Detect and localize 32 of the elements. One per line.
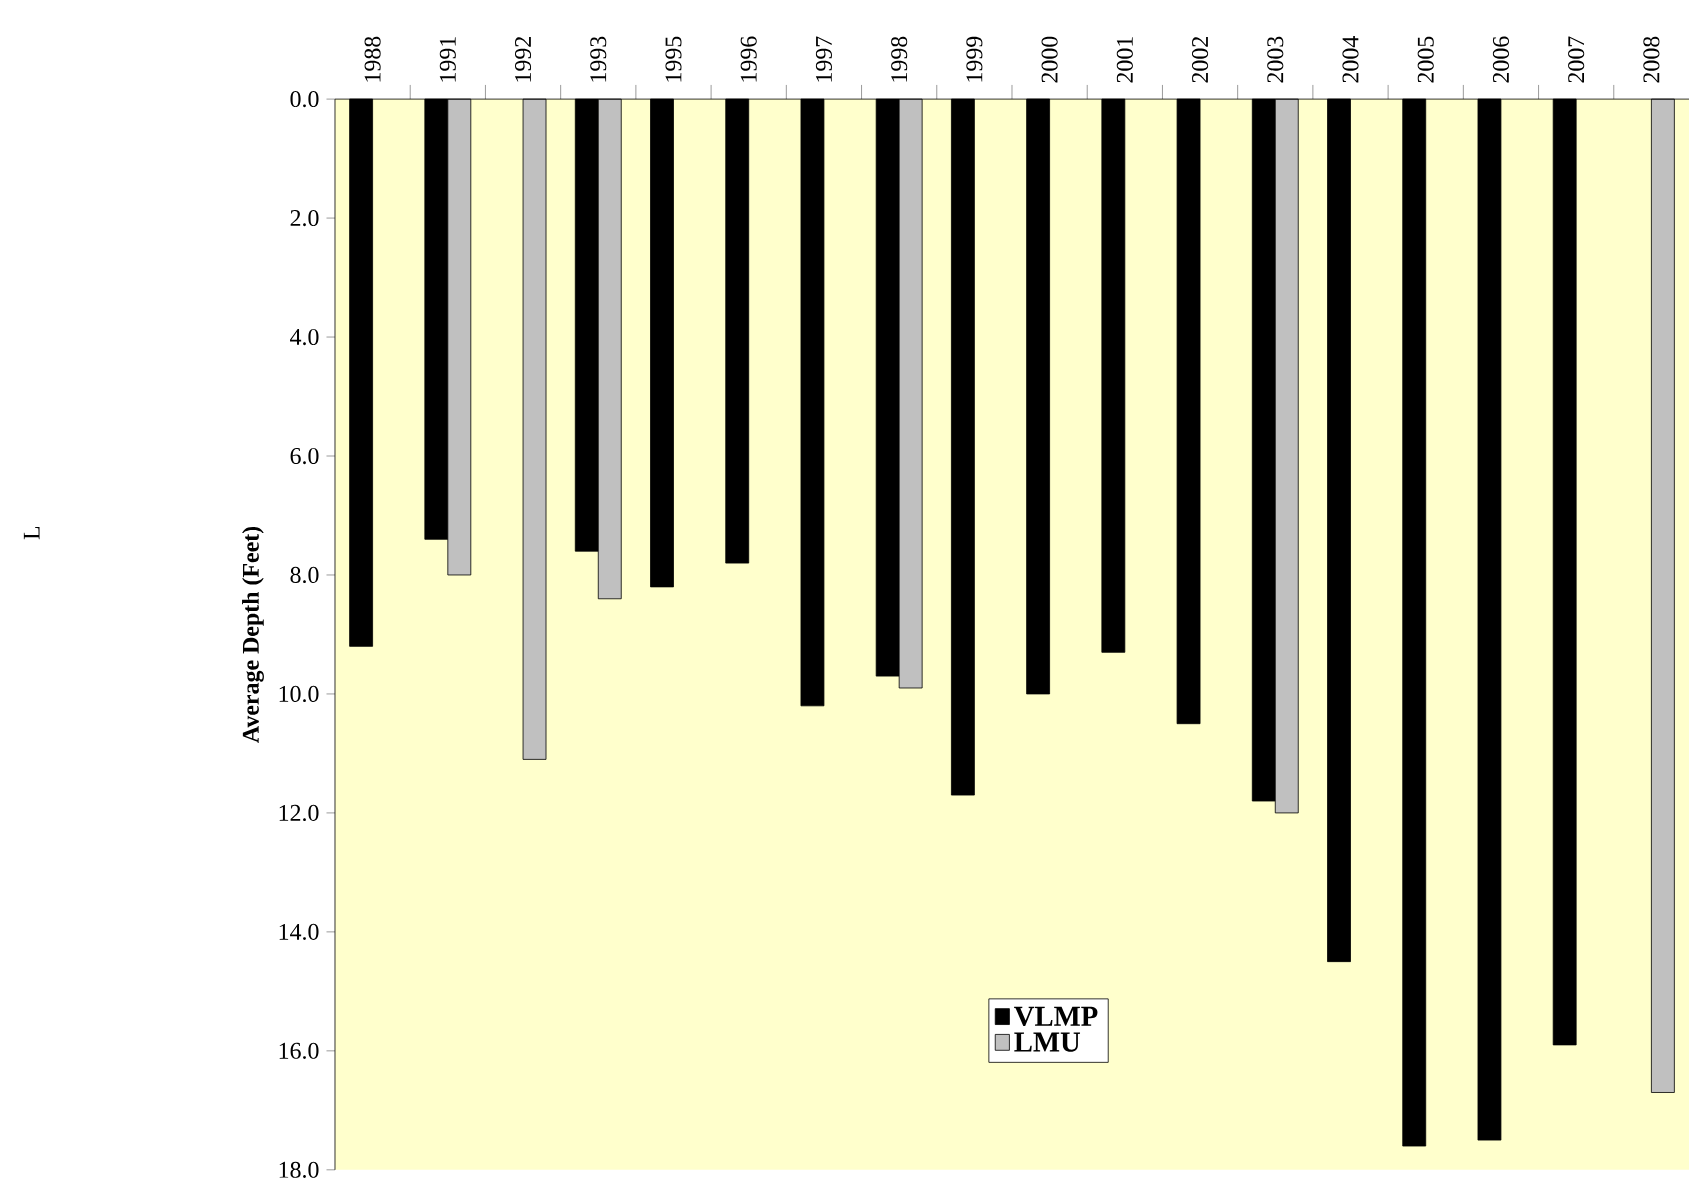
x-tick-label: 1993 xyxy=(590,36,607,82)
x-tick-label: 2002 xyxy=(1191,37,1209,83)
y-axis-title: Average Depth (Feet) xyxy=(242,526,264,743)
x-tick-label: 2001 xyxy=(1116,37,1133,83)
x-tick-label: 2006 xyxy=(1492,36,1509,83)
text: L xyxy=(23,526,40,540)
y-tick-label: 14.0 xyxy=(279,923,319,941)
x-tick-label: 1988 xyxy=(364,36,381,82)
legend-label: LMU xyxy=(1014,1032,1081,1052)
y-tick-label: 2.0 xyxy=(290,209,319,227)
y-tick-label: 10.0 xyxy=(279,685,319,703)
x-tick-label: 2008 xyxy=(1643,36,1660,83)
y-tick-label: 16.0 xyxy=(279,1042,319,1059)
x-tick-label: 2003 xyxy=(1267,36,1284,83)
x-tick-label: 1997 xyxy=(815,36,832,82)
x-tick-label: 2004 xyxy=(1342,36,1359,83)
x-tick-label: 1996 xyxy=(740,36,757,82)
x-tick-label: 2005 xyxy=(1417,36,1434,83)
y-tick-label: 8.0 xyxy=(290,566,319,584)
y-tick-label: 12.0 xyxy=(279,804,319,822)
x-tick-label: 1998 xyxy=(891,36,908,82)
x-tick-label: 1992 xyxy=(515,37,532,82)
x-tick-label: 2007 xyxy=(1568,36,1585,83)
x-tick-label: 1999 xyxy=(966,36,983,82)
y-tick-label: 0.0 xyxy=(290,90,319,108)
y-tick-label: 18.0 xyxy=(279,1161,319,1178)
x-tick-label: 1991 xyxy=(439,37,456,82)
y-tick-label: 6.0 xyxy=(290,447,319,465)
x-tick-label: 1995 xyxy=(665,36,682,82)
x-tick-label: 2000 xyxy=(1041,36,1058,83)
y-tick-label: 4.0 xyxy=(290,328,319,346)
legend-label: VLMP xyxy=(1014,1006,1098,1027)
